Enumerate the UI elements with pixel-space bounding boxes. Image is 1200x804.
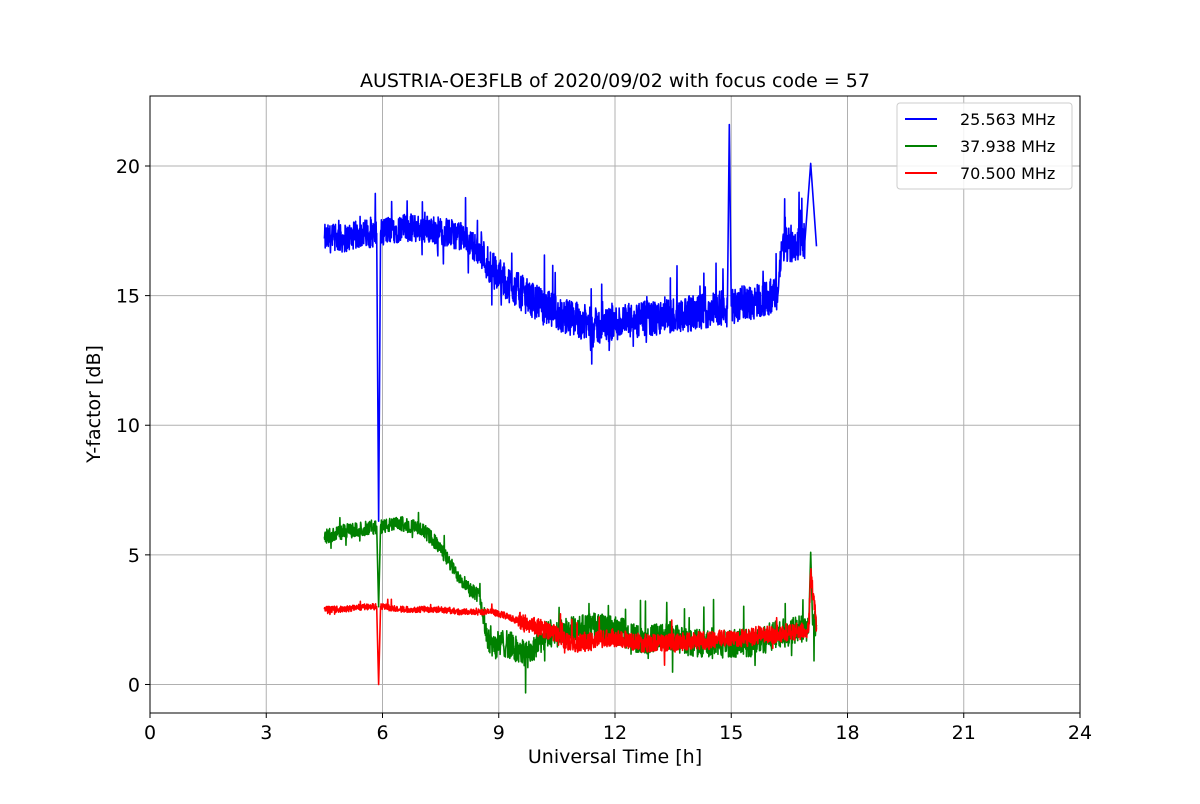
x-tick-label: 12	[603, 722, 627, 744]
x-tick-label: 0	[144, 722, 156, 744]
y-tick-label: 10	[116, 415, 140, 437]
chart-title: AUSTRIA-OE3FLB of 2020/09/02 with focus …	[360, 70, 870, 92]
axis-ticks: 0 3 6 9 12 15 18 21 24 0 5 10 15 20	[116, 156, 1092, 744]
legend-label-3: 70.500 MHz	[960, 164, 1055, 183]
x-tick-label: 18	[835, 722, 859, 744]
legend-label-1: 25.563 MHz	[960, 110, 1055, 129]
series-line-1	[323, 123, 818, 522]
x-axis-label: Universal Time [h]	[528, 746, 702, 768]
series-line-2	[323, 511, 818, 694]
x-tick-label: 15	[719, 722, 743, 744]
y-axis-label: Y-factor [dB]	[83, 345, 105, 464]
legend-box	[896, 102, 1073, 190]
x-tick-label: 3	[260, 722, 272, 744]
plot-series	[323, 123, 818, 694]
y-tick-label: 0	[128, 674, 140, 696]
y-tick-label: 20	[116, 156, 140, 178]
legend: 25.563 MHz 37.938 MHz 70.500 MHz	[896, 102, 1073, 190]
legend-label-2: 37.938 MHz	[960, 137, 1055, 156]
y-tick-label: 5	[128, 545, 140, 567]
x-tick-label: 9	[493, 722, 505, 744]
y-tick-label: 15	[116, 286, 140, 308]
x-tick-label: 6	[376, 722, 388, 744]
x-tick-label: 21	[952, 722, 976, 744]
series-line-3	[323, 567, 818, 686]
x-tick-label: 24	[1068, 722, 1092, 744]
